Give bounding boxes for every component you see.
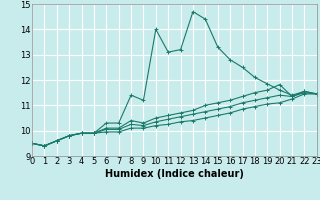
- X-axis label: Humidex (Indice chaleur): Humidex (Indice chaleur): [105, 169, 244, 179]
